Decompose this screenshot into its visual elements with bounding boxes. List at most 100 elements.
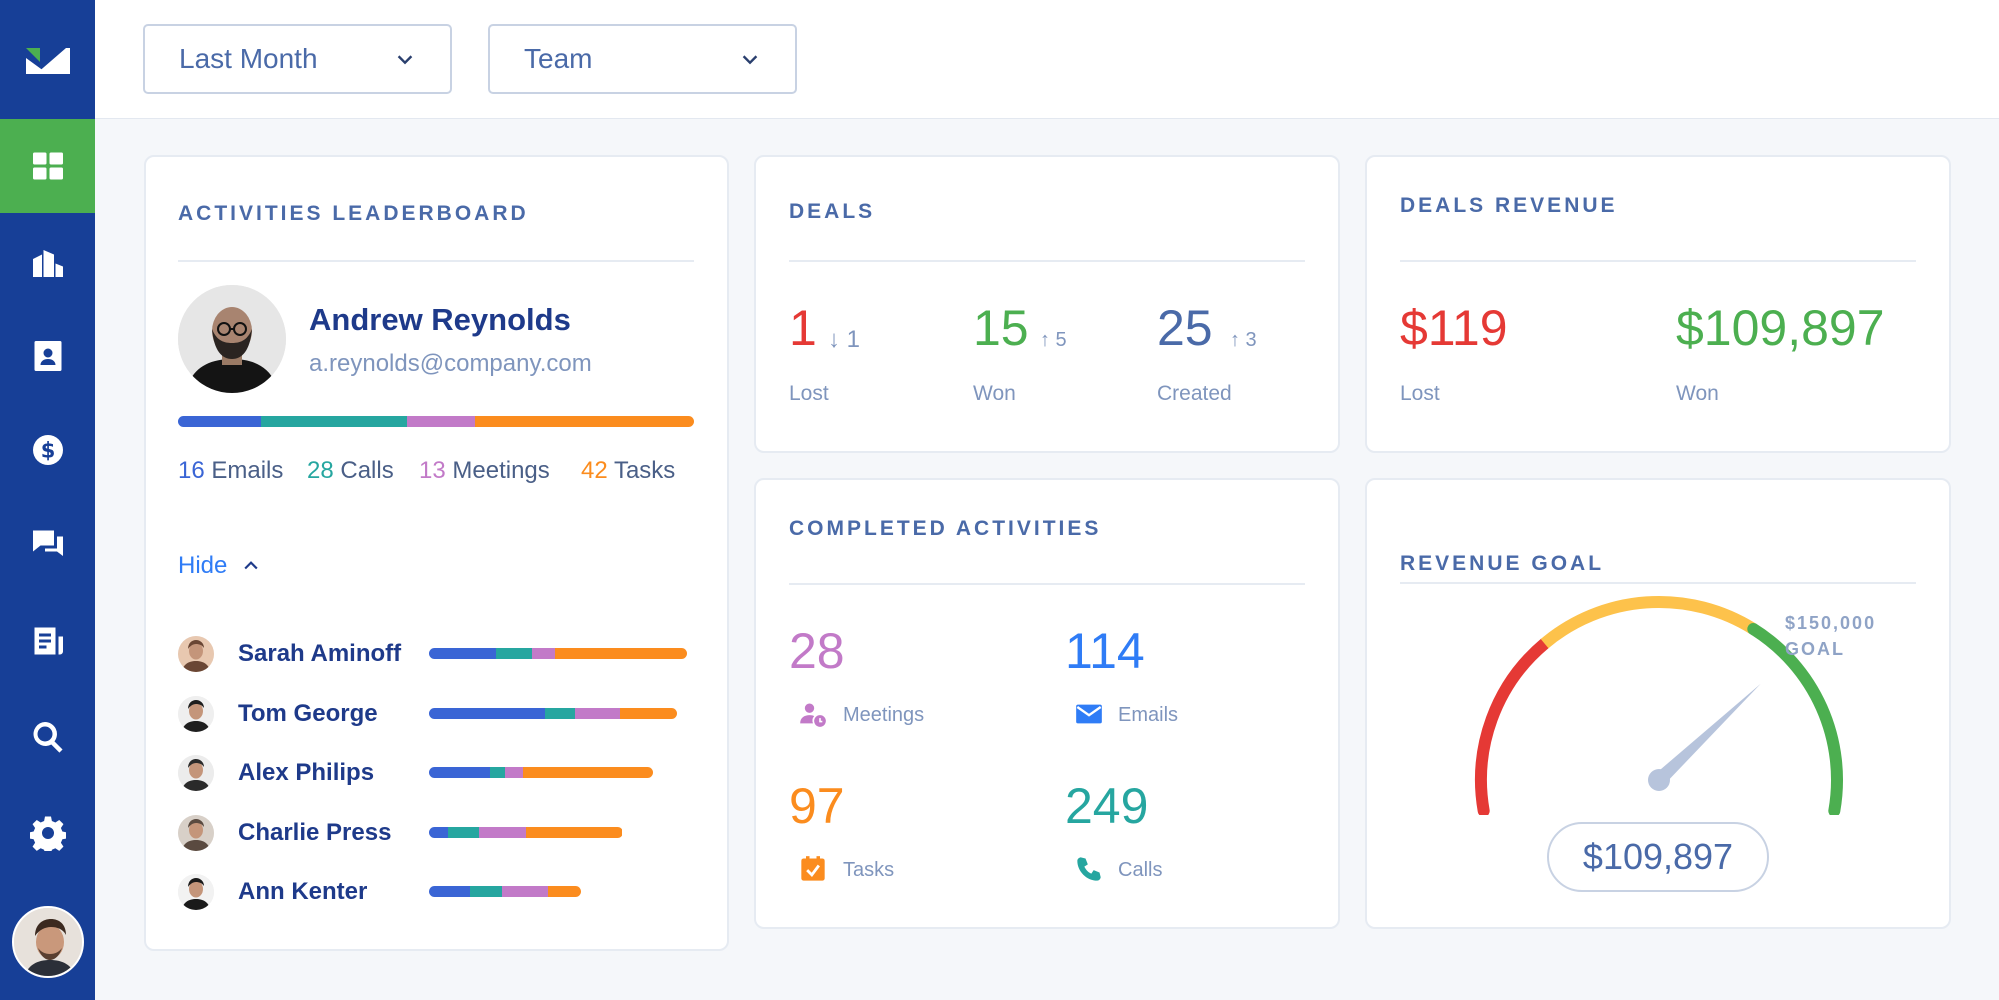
person-activity-bar: [429, 707, 677, 719]
nav-dashboard[interactable]: [0, 119, 95, 213]
emails-segment: [178, 416, 262, 427]
completed-calls-label: Calls: [1118, 859, 1163, 881]
leaderboard-row[interactable]: Tom George: [178, 695, 698, 732]
avatar: [178, 874, 214, 910]
meetings-segment: [575, 707, 620, 719]
tasks-segment: [555, 648, 687, 659]
leaderboard-title: ACTIVITIES LEADERBOARD: [178, 202, 529, 225]
deals-won-value: 15: [973, 300, 1029, 356]
leader-meetings-count: 13: [419, 457, 446, 484]
meetings-segment: [505, 767, 524, 778]
nav-deals[interactable]: $: [0, 403, 95, 497]
nav-reports[interactable]: [0, 594, 95, 688]
leaderboard-row[interactable]: Ann Kenter: [178, 874, 698, 910]
deals-won-delta: ↑ 5: [1040, 329, 1067, 351]
dollar-icon: $: [32, 435, 63, 465]
tasks-segment: [525, 826, 623, 838]
person-activity-bar: [429, 886, 582, 897]
chevron-down-icon: [397, 55, 413, 65]
gauge-arc-high: [1747, 623, 1844, 815]
goal-value: $150,000: [1785, 613, 1877, 633]
person-name: Tom George: [238, 699, 378, 727]
completed-activities-card: [754, 478, 1340, 929]
phone-icon: [1077, 857, 1101, 881]
gauge-needle-hub: [1648, 769, 1670, 791]
completed-meetings-value: 28: [789, 623, 845, 679]
goal-label: $150,000 GOAL: [1785, 610, 1876, 662]
leaderboard-row[interactable]: Charlie Press: [178, 814, 698, 851]
completed-calls-value: 249: [1065, 778, 1149, 834]
completed-meetings-label: Meetings: [843, 704, 925, 726]
leader-activity-bar: [178, 416, 694, 427]
leader-avatar-image: [178, 285, 286, 393]
revenue-goal-title: REVENUE GOAL: [1400, 552, 1605, 575]
revenue-lost-value: $119: [1400, 300, 1508, 356]
completed-tasks-value: 97: [789, 778, 845, 834]
revenue-lost-label: Lost: [1400, 382, 1440, 405]
leader-email: a.reynolds@company.com: [309, 350, 592, 377]
leader-meetings-stat: 13 Meetings: [419, 457, 550, 485]
goal-current-value: $109,897: [1547, 822, 1769, 892]
group-select[interactable]: Team: [488, 24, 797, 94]
period-select[interactable]: Last Month: [143, 24, 452, 94]
leader-meetings-label: Meetings: [452, 457, 550, 484]
app-logo[interactable]: [0, 0, 95, 119]
email-icon: [1076, 704, 1102, 724]
avatar: [178, 695, 214, 732]
logo-icon: [25, 47, 70, 74]
dashboard-icon: [32, 152, 63, 180]
calls-segment: [448, 826, 480, 838]
leader-calls-label: Calls: [340, 457, 394, 484]
leader-name[interactable]: Andrew Reynolds: [309, 302, 571, 337]
chat-icon: [32, 530, 63, 556]
deals-title: DEALS: [789, 200, 876, 223]
divider: [1400, 260, 1916, 262]
leaderboard-row[interactable]: Sarah Aminoff: [178, 636, 698, 672]
chevron-down-icon: [742, 55, 758, 65]
revenue-won-label: Won: [1676, 382, 1719, 405]
gauge-arc-low: [1475, 637, 1551, 815]
document-icon: [34, 627, 63, 655]
deals-card: [754, 155, 1340, 453]
calls-segment: [545, 707, 576, 719]
deals-lost-label: Lost: [789, 382, 829, 405]
leader-emails-stat: 16 Emails: [178, 457, 283, 485]
nav-contacts[interactable]: [0, 309, 95, 403]
deals-won-label: Won: [973, 382, 1016, 405]
leader-avatar[interactable]: [178, 285, 286, 393]
gauge-needle: [1654, 683, 1761, 786]
emails-segment: [429, 826, 449, 838]
person-name: Charlie Press: [238, 818, 392, 846]
nav-settings[interactable]: [0, 786, 95, 880]
person-name: Ann Kenter: [238, 878, 368, 905]
contact-icon: [34, 341, 61, 371]
person-name: Alex Philips: [238, 759, 375, 786]
nav-companies[interactable]: [0, 215, 95, 309]
nav-search[interactable]: [0, 690, 95, 784]
person-activity-bar: [429, 826, 623, 838]
leader-tasks-stat: 42 Tasks: [581, 457, 675, 485]
hide-toggle-button[interactable]: Hide: [178, 552, 261, 580]
emails-segment: [429, 886, 471, 897]
deals-created-label: Created: [1157, 382, 1232, 405]
user-avatar-image: [14, 908, 82, 976]
divider: [789, 260, 1305, 262]
leader-emails-count: 16: [178, 457, 205, 484]
person-activity-bar: [429, 767, 654, 778]
meeting-icon: [800, 703, 826, 727]
task-icon: [801, 856, 825, 881]
deals-created-value: 25: [1157, 300, 1213, 356]
search-icon: [33, 722, 63, 753]
divider: [178, 260, 694, 262]
nav-messages[interactable]: [0, 497, 95, 591]
divider: [789, 583, 1305, 585]
leaderboard-row[interactable]: Alex Philips: [178, 755, 698, 791]
emails-segment: [429, 767, 490, 778]
user-avatar[interactable]: [12, 906, 84, 978]
hide-toggle-label: Hide: [178, 552, 228, 579]
leader-tasks-count: 42: [581, 457, 608, 484]
calls-segment: [489, 767, 506, 778]
calls-segment: [470, 886, 503, 897]
buildings-icon: [32, 250, 63, 277]
avatar: [178, 814, 214, 851]
